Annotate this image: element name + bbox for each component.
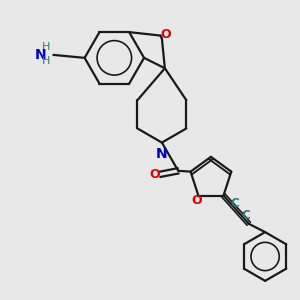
- Text: N: N: [156, 147, 168, 161]
- Text: O: O: [149, 168, 160, 181]
- Text: C: C: [230, 197, 239, 210]
- Text: H: H: [42, 56, 50, 66]
- Text: O: O: [160, 28, 171, 40]
- Text: O: O: [192, 194, 202, 206]
- Text: H: H: [42, 42, 50, 52]
- Text: C: C: [241, 209, 250, 222]
- Text: N: N: [35, 48, 47, 62]
